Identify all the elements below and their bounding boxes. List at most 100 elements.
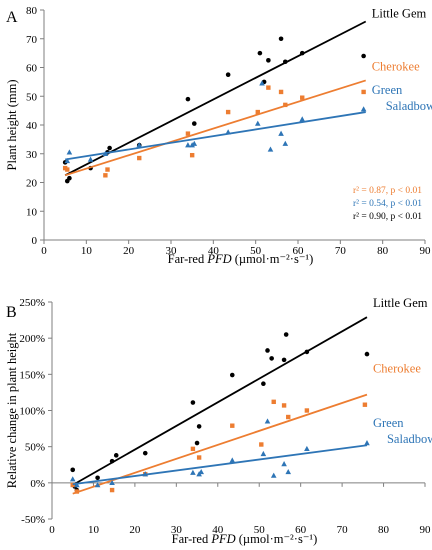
data-point-triangle [109, 479, 115, 486]
y-tick-label: 30 [26, 149, 38, 161]
x-tick-label: 80 [377, 245, 389, 257]
y-axis-title: Plant height (mm) [5, 80, 19, 171]
data-point-triangle [270, 472, 277, 478]
data-point-circle [190, 400, 196, 405]
series-little-gem: Little Gem [70, 296, 428, 493]
data-point-triangle [94, 482, 101, 488]
series-label: Cherokee [372, 59, 420, 73]
data-point-circle [265, 348, 270, 353]
x-tick-label: 50 [254, 524, 266, 536]
series-label: Little Gem [373, 296, 428, 310]
trend-line [72, 316, 368, 486]
data-point-circle [283, 332, 289, 337]
data-point-triangle [66, 149, 73, 155]
trend-line [65, 111, 366, 161]
x-tick-label: 0 [41, 245, 47, 257]
data-point-square [281, 403, 287, 408]
data-point-circle [95, 475, 100, 481]
data-point-circle [196, 424, 202, 429]
y-tick-label: 100% [19, 406, 45, 418]
x-tick-label: 0 [49, 524, 55, 536]
data-point-square [259, 442, 264, 447]
data-point-circle [261, 381, 266, 387]
x-axis-title: Far-red PFD (µmol·m⁻²·s⁻¹) [168, 252, 314, 266]
data-point-square [185, 131, 191, 136]
y-tick-label: 200% [19, 333, 45, 345]
data-point-circle [364, 351, 370, 357]
data-point-square [109, 487, 115, 493]
data-point-triangle [281, 461, 287, 467]
chart-panel-b: -50% 0% 50% 100% 150% 200% 250% 0 10 20 30 40 50 60 70… [5, 296, 432, 546]
data-point-circle [113, 453, 119, 458]
x-tick-label: 10 [88, 524, 100, 536]
y-tick-label: 50% [25, 442, 45, 454]
data-point-triangle [254, 120, 261, 126]
data-point-square [105, 167, 110, 172]
data-point-triangle [259, 80, 265, 86]
data-point-square [189, 152, 195, 158]
data-point-triangle [136, 142, 143, 148]
y-tick-label: 150% [19, 369, 45, 381]
data-point-triangle [185, 142, 191, 148]
data-point-square [190, 446, 196, 452]
series-green-saladbowl: Green Saladbowl [64, 80, 432, 164]
x-tick-label: 70 [337, 524, 349, 536]
data-point-circle [269, 356, 274, 361]
series-label: Green [372, 83, 403, 97]
data-point-triangle [282, 140, 289, 146]
data-point-circle [229, 372, 235, 378]
data-point-square [196, 455, 202, 460]
data-point-square [286, 414, 291, 420]
chart-panel-a: 0 10 20 30 40 50 60 70 80 0 10 20 30 40 50 60 70 80 90 Far-… [5, 5, 432, 266]
series-cherokee: Cherokee [70, 362, 421, 495]
x-tick-label: 20 [129, 524, 141, 536]
data-point-triangle [87, 156, 94, 162]
x-tick-label: 90 [420, 245, 432, 257]
y-tick-label: 0 [32, 235, 38, 247]
data-point-triangle [190, 469, 196, 475]
series-label: Saladbowl [386, 99, 432, 113]
x-tick-label: 70 [335, 245, 347, 257]
stat-annotation: r² = 0.87, p < 0.01 [353, 186, 422, 196]
data-point-circle [67, 175, 72, 181]
y-tick-label: 20 [26, 178, 38, 190]
panel-label: A [6, 9, 18, 26]
trend-line [72, 444, 368, 486]
series-cherokee: Cherokee [62, 59, 420, 178]
data-point-circle [185, 96, 191, 102]
x-tick-label: 90 [420, 524, 432, 536]
data-point-square [65, 167, 70, 172]
data-point-triangle [69, 476, 76, 482]
data-point-square [278, 89, 284, 95]
data-point-square [304, 408, 310, 413]
data-point-square [283, 102, 288, 108]
data-point-square [361, 89, 366, 95]
panel-label: B [6, 304, 17, 321]
y-tick-label: 10 [26, 206, 38, 218]
x-tick-label: 80 [378, 524, 390, 536]
data-point-triangle [299, 116, 306, 122]
series-label: Little Gem [372, 7, 427, 21]
data-point-triangle [285, 468, 292, 475]
data-point-circle [278, 36, 284, 42]
x-tick-label: 10 [81, 245, 93, 257]
data-point-triangle [278, 130, 284, 136]
data-point-triangle [267, 146, 274, 152]
data-point-circle [191, 121, 197, 126]
data-point-square [230, 423, 235, 428]
data-point-triangle [198, 468, 204, 475]
x-tick-label: 30 [166, 245, 178, 257]
data-point-square [255, 109, 260, 115]
x-tick-label: 60 [295, 524, 307, 536]
series-label: Cherokee [373, 362, 421, 376]
data-point-circle [281, 357, 287, 363]
data-point-triangle [64, 157, 71, 164]
series-little-gem: Little Gem [62, 7, 427, 184]
y-tick-label: 250% [19, 297, 45, 309]
data-point-triangle [191, 140, 198, 146]
x-tick-label: 40 [208, 245, 220, 257]
data-point-triangle [264, 418, 271, 424]
data-point-square [300, 95, 305, 100]
data-point-circle [266, 58, 271, 63]
